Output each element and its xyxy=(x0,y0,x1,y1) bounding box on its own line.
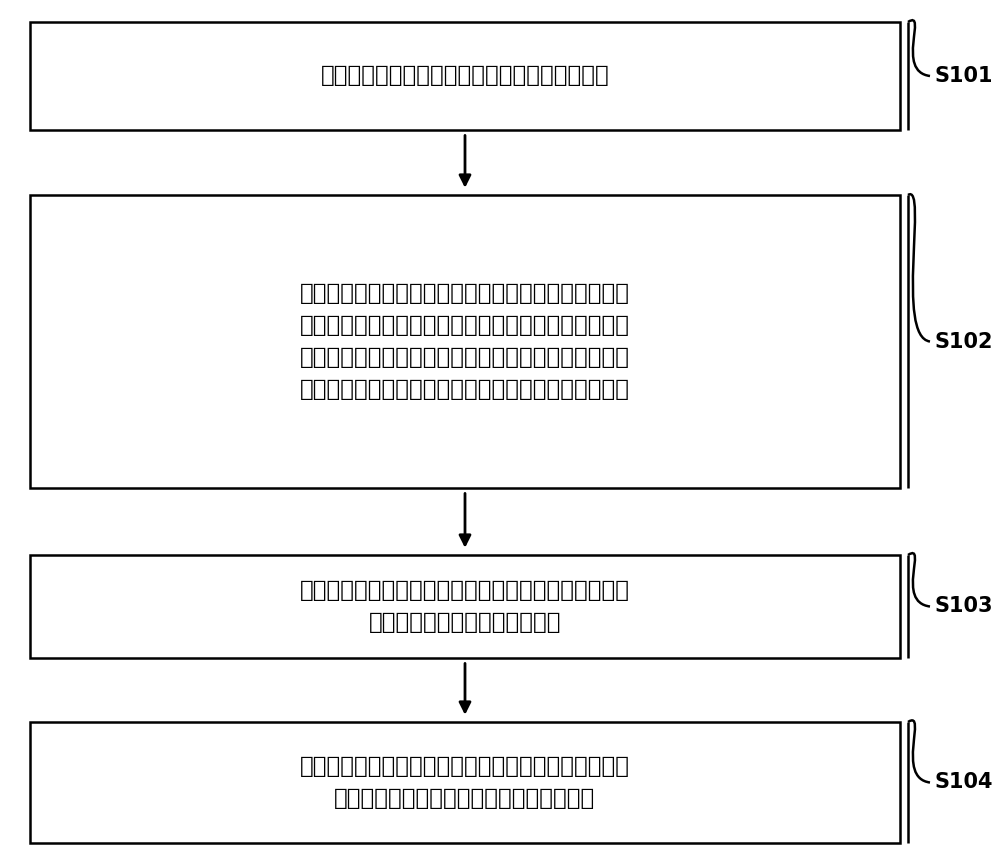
FancyBboxPatch shape xyxy=(30,555,900,658)
FancyBboxPatch shape xyxy=(30,195,900,488)
Text: S103: S103 xyxy=(935,596,994,616)
Text: 根据所述目标回波信号分别进行两种非线性数字波束合
成，得到各个通道的第一水平极化分量、第一垂直极化
分量、第二水平极化分量、第二垂直极化分量，并生成
各个通道的: 根据所述目标回波信号分别进行两种非线性数字波束合 成，得到各个通道的第一水平极化… xyxy=(300,282,630,401)
Text: S104: S104 xyxy=(935,773,994,792)
Text: 根据所述第一高分率距离像和所述第二高分辨率距离像
确定四个极化通道的和差信号对: 根据所述第一高分率距离像和所述第二高分辨率距离像 确定四个极化通道的和差信号对 xyxy=(300,579,630,634)
Text: S102: S102 xyxy=(935,332,994,352)
FancyBboxPatch shape xyxy=(30,722,900,843)
Text: S101: S101 xyxy=(935,66,994,86)
Text: 根据所述和差信号对确定目标极化散射矩阵，并估计得
到各个极化通道的目标方位角和目标俯仰角: 根据所述和差信号对确定目标极化散射矩阵，并估计得 到各个极化通道的目标方位角和目… xyxy=(300,755,630,810)
Text: 获取变极化单脉冲雷达四个通道的目标回波信号: 获取变极化单脉冲雷达四个通道的目标回波信号 xyxy=(321,64,609,88)
FancyBboxPatch shape xyxy=(30,22,900,130)
